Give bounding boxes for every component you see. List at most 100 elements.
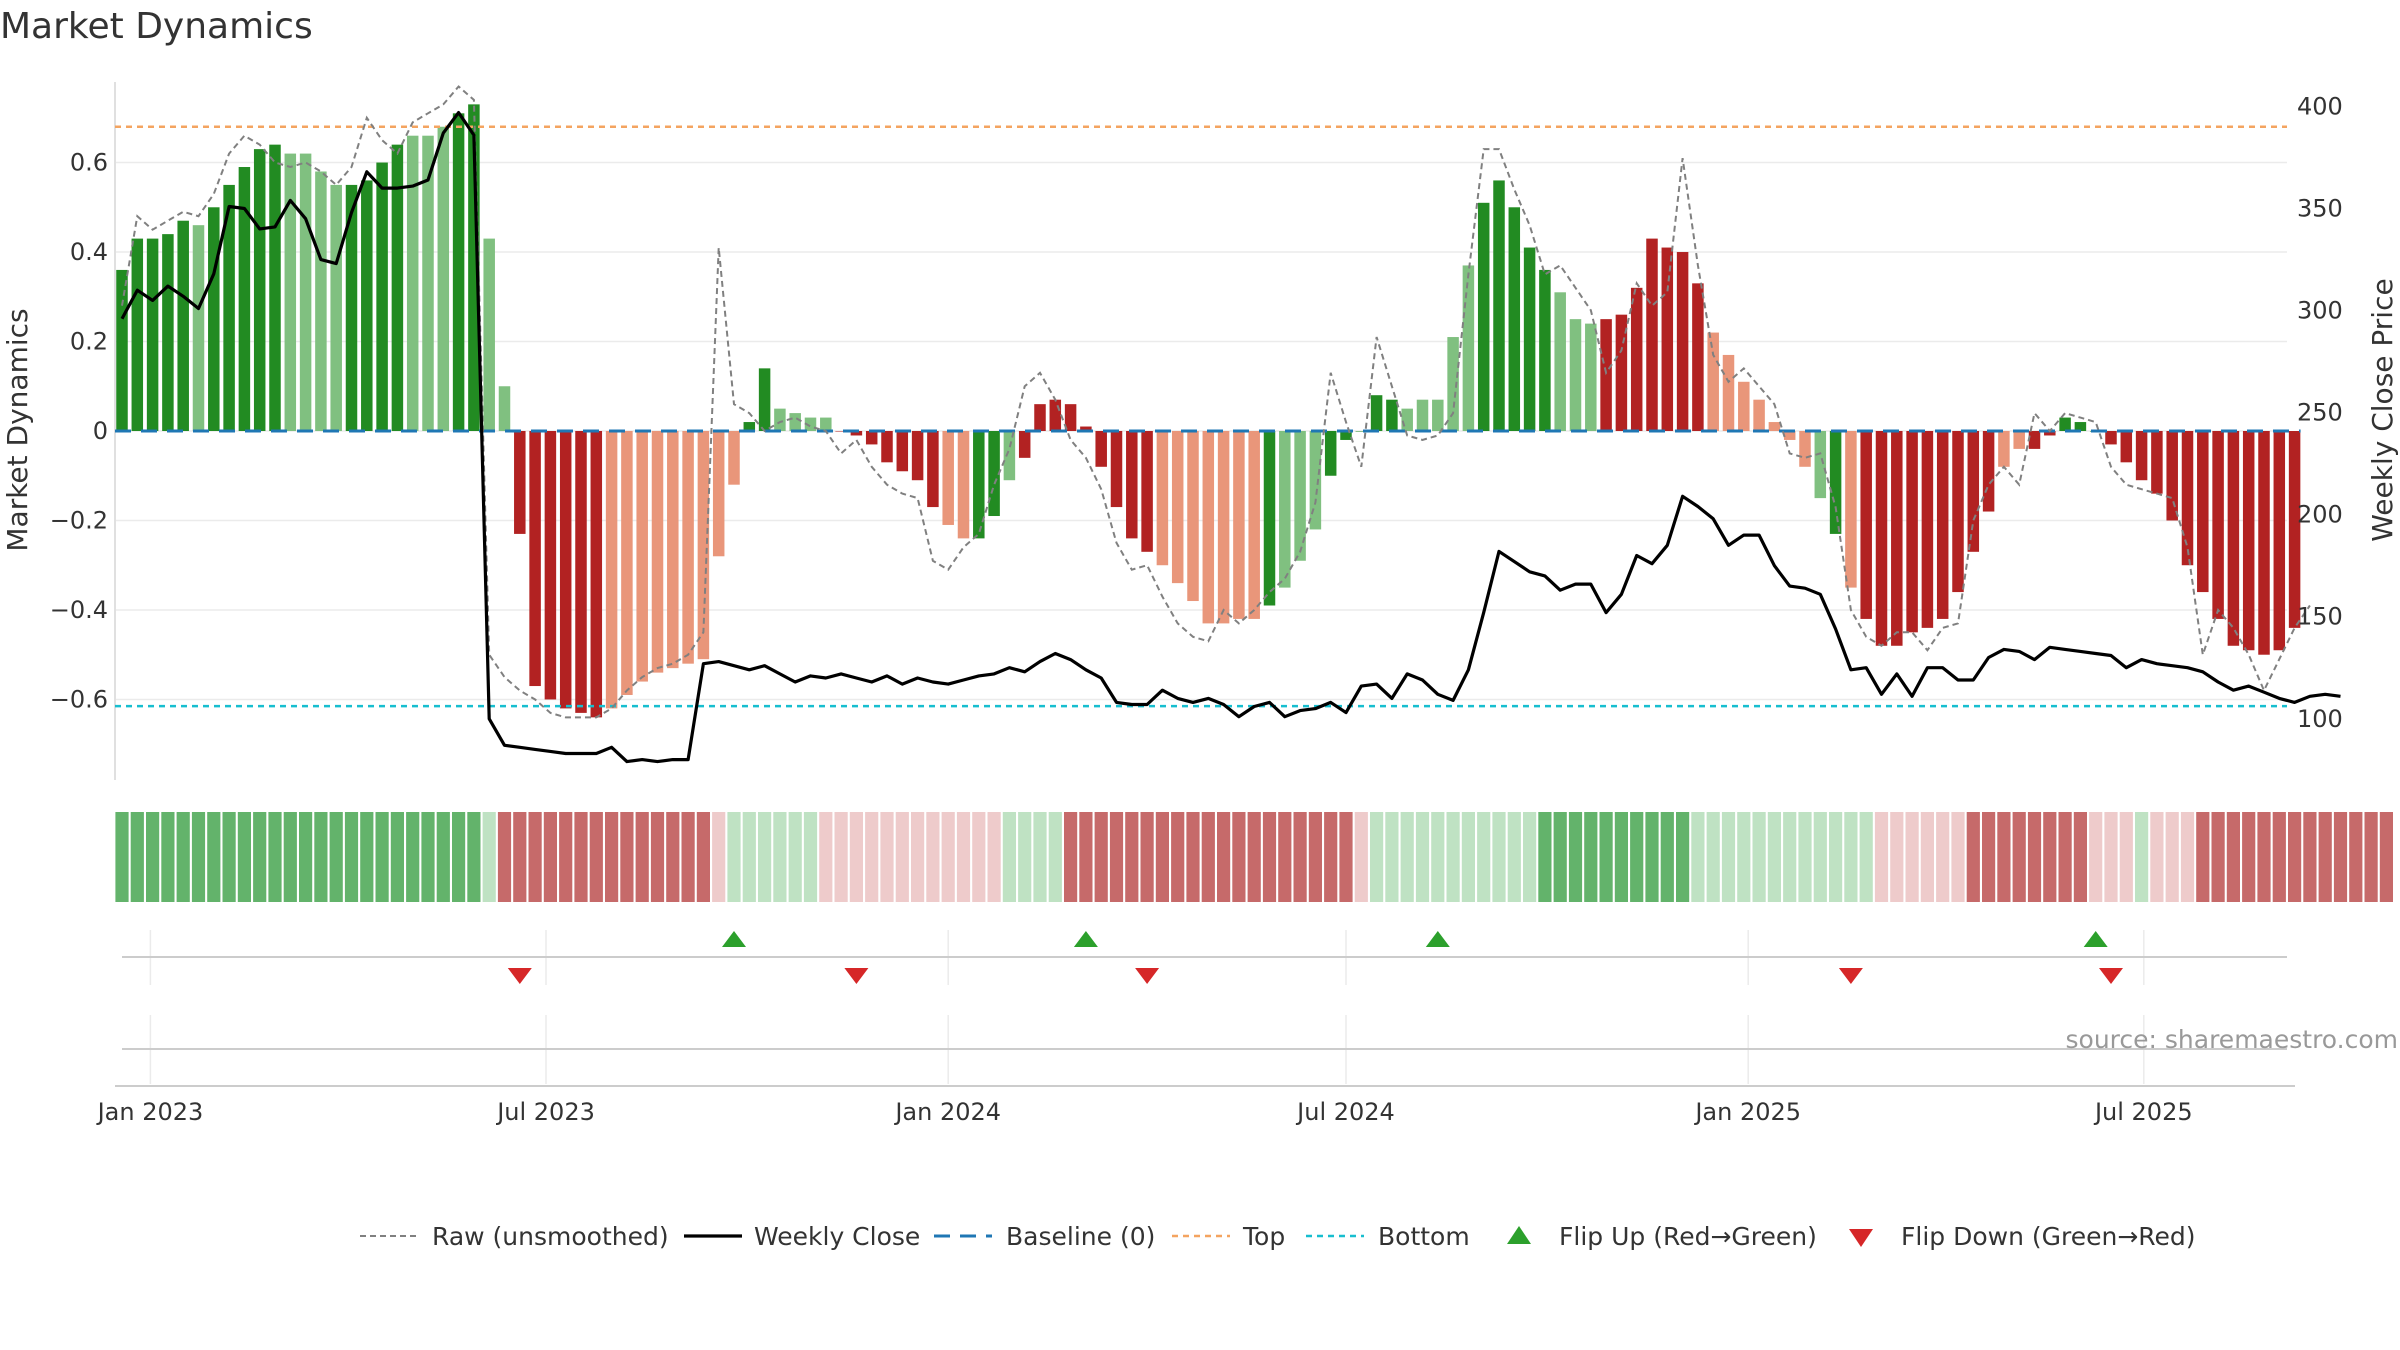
regime-cell (2333, 812, 2348, 902)
left-tick-label: −0.2 (50, 506, 108, 534)
dynamics-bar (1722, 354, 1735, 431)
dynamics-bar (376, 162, 388, 432)
regime-cell (1951, 812, 1965, 902)
regime-cell (803, 812, 818, 902)
regime-cell (1966, 812, 1980, 902)
dynamics-bar (345, 184, 358, 431)
regime-cell (2089, 812, 2103, 902)
dynamics-bar (1539, 269, 1551, 431)
dynamics-bar (1003, 431, 1016, 481)
left-axis-ticks: 0.6 0.4 0.2 0 −0.2 −0.4 −0.6 (50, 149, 108, 714)
regime-cell (2211, 812, 2225, 902)
right-tick-label: 200 (2297, 501, 2343, 529)
regime-cell (681, 812, 695, 902)
regime-cell (2364, 812, 2378, 902)
dynamics-bar (1080, 426, 1092, 431)
regime-cell (1201, 812, 1215, 902)
regime-cell (253, 812, 267, 902)
regime-cell (1262, 812, 1277, 902)
dynamics-bar (911, 431, 924, 481)
dynamics-bar (1585, 323, 1597, 431)
regime-cell (375, 812, 389, 902)
dynamics-bar (116, 269, 128, 431)
regime-cell (1829, 812, 1843, 902)
regime-cell (1171, 812, 1185, 902)
dynamics-bar (1340, 431, 1352, 440)
regime-cell (1660, 812, 1674, 902)
dynamics-bar (1217, 431, 1230, 624)
dynamics-bar (667, 431, 679, 669)
dynamics-bar (2227, 431, 2240, 646)
regime-cell (1217, 812, 1231, 902)
dynamics-bar (131, 238, 144, 431)
market-dynamics-bars (116, 104, 2301, 718)
dynamics-bar (1936, 431, 1949, 619)
regime-cell (1737, 812, 1751, 902)
regime-cell (2303, 812, 2317, 902)
regime-cell (1033, 812, 1047, 902)
dynamics-bar (2013, 431, 2025, 449)
dynamics-bar (988, 431, 1000, 517)
date-tick-label: Jul 2025 (2093, 1098, 2193, 1126)
regime-cell (222, 812, 236, 902)
regime-cell (1905, 812, 1919, 902)
regime-cell (1676, 812, 1690, 902)
dynamics-bar (575, 431, 587, 713)
date-axis-ticks: Jan 2023 Jul 2023 Jan 2024 Jul 2024 Jan 2025… (96, 1098, 2193, 1126)
regime-cell (1461, 812, 1475, 902)
dynamics-bar (2258, 431, 2270, 655)
regime-cell (2196, 812, 2210, 902)
regime-cell (1813, 812, 1827, 902)
dynamics-bar (804, 417, 817, 431)
dynamics-bar (1829, 431, 1842, 534)
dynamics-bar (835, 431, 847, 432)
flip-up-marker (1425, 931, 1450, 947)
regime-cell (1553, 812, 1567, 902)
regime-cell (1018, 812, 1032, 902)
flip-up-marker (2083, 931, 2108, 947)
regime-cell (344, 812, 359, 902)
regime-cell (1568, 812, 1583, 902)
regime-cell (1002, 812, 1016, 902)
right-axis-ticks: 400 350 300 250 200 150 100 (2297, 92, 2343, 732)
regime-cell (237, 812, 251, 902)
regime-cell (1584, 812, 1598, 902)
dynamics-bar (2120, 431, 2133, 463)
dynamics-bar (1294, 431, 1306, 561)
dynamics-bar (1355, 431, 1368, 432)
regime-cell (1446, 812, 1460, 902)
regime-cell (1982, 812, 1996, 902)
dynamics-bar (483, 238, 495, 431)
dynamics-bar (1906, 431, 1918, 633)
legend-swatch-flip-down (1849, 1229, 1873, 1247)
dynamics-bar (2166, 431, 2178, 521)
regime-cell (635, 812, 649, 902)
dynamics-bar (177, 220, 189, 431)
dynamics-bar (850, 431, 863, 436)
dynamics-bar (820, 417, 832, 431)
dynamics-bar (1799, 431, 1811, 467)
dynamics-bar (1646, 238, 1658, 431)
regime-cell (1767, 812, 1781, 902)
dynamics-bar (927, 431, 939, 508)
left-tick-label: 0 (93, 417, 108, 445)
dynamics-bar (1202, 431, 1215, 624)
dynamics-bar (1447, 337, 1459, 431)
dynamics-bar (1783, 431, 1796, 440)
regime-cell (314, 812, 328, 902)
dynamics-bar (1279, 431, 1291, 588)
regime-cell (1523, 812, 1537, 902)
dynamics-bar (2151, 431, 2163, 494)
dynamics-bar (1952, 431, 1964, 593)
regime-strip (115, 812, 2393, 902)
dynamics-bar (2242, 431, 2255, 651)
regime-cell (712, 812, 726, 902)
regime-cell (1630, 812, 1644, 902)
regime-cell (436, 812, 450, 902)
dynamics-bar (1982, 431, 1995, 512)
regime-cell (2349, 812, 2363, 902)
regime-cell (605, 812, 619, 902)
regime-cell (1400, 812, 1414, 902)
regime-cell (926, 812, 940, 902)
